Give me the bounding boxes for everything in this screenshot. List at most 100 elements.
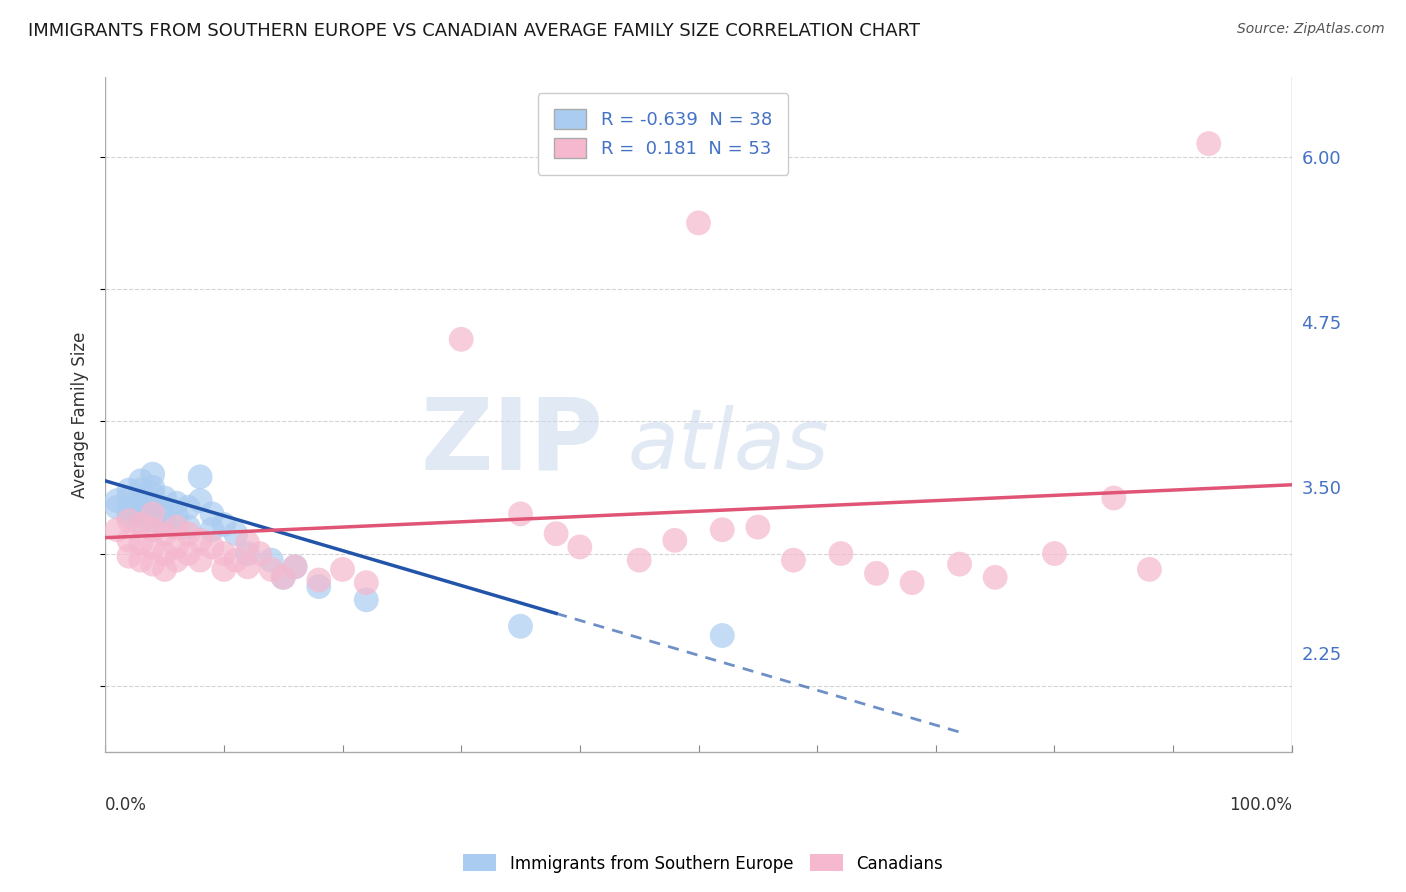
- Point: [1198, 136, 1220, 151]
- Text: atlas: atlas: [627, 405, 830, 485]
- Point: [308, 580, 330, 594]
- Point: [118, 509, 141, 524]
- Point: [509, 507, 531, 521]
- Point: [142, 523, 165, 537]
- Point: [177, 520, 200, 534]
- Point: [165, 520, 187, 534]
- Point: [249, 547, 271, 561]
- Point: [153, 507, 176, 521]
- Point: [142, 496, 165, 510]
- Point: [271, 570, 294, 584]
- Point: [260, 553, 283, 567]
- Point: [450, 332, 472, 346]
- Point: [118, 483, 141, 497]
- Point: [129, 517, 152, 532]
- Point: [188, 470, 211, 484]
- Point: [628, 553, 651, 567]
- Text: ZIP: ZIP: [420, 393, 603, 491]
- Point: [105, 500, 128, 515]
- Point: [830, 547, 852, 561]
- Point: [1139, 562, 1161, 576]
- Point: [948, 557, 970, 571]
- Point: [188, 493, 211, 508]
- Text: Source: ZipAtlas.com: Source: ZipAtlas.com: [1237, 22, 1385, 37]
- Point: [509, 619, 531, 633]
- Point: [865, 566, 887, 581]
- Point: [105, 493, 128, 508]
- Point: [356, 592, 378, 607]
- Point: [153, 526, 176, 541]
- Point: [142, 467, 165, 482]
- Point: [711, 628, 734, 642]
- Text: 0.0%: 0.0%: [105, 796, 148, 814]
- Point: [188, 553, 211, 567]
- Point: [984, 570, 1007, 584]
- Point: [177, 526, 200, 541]
- Point: [688, 216, 710, 230]
- Point: [201, 523, 224, 537]
- Point: [142, 540, 165, 554]
- Point: [165, 540, 187, 554]
- Point: [142, 513, 165, 527]
- Point: [165, 509, 187, 524]
- Point: [332, 562, 354, 576]
- Point: [260, 562, 283, 576]
- Legend: Immigrants from Southern Europe, Canadians: Immigrants from Southern Europe, Canadia…: [456, 847, 950, 880]
- Point: [308, 573, 330, 587]
- Point: [118, 491, 141, 505]
- Point: [142, 500, 165, 515]
- Point: [129, 507, 152, 521]
- Point: [236, 559, 259, 574]
- Point: [201, 540, 224, 554]
- Point: [142, 507, 165, 521]
- Text: 100.0%: 100.0%: [1229, 796, 1292, 814]
- Point: [118, 533, 141, 548]
- Y-axis label: Average Family Size: Average Family Size: [72, 332, 89, 498]
- Point: [153, 491, 176, 505]
- Point: [142, 557, 165, 571]
- Point: [129, 474, 152, 488]
- Point: [153, 517, 176, 532]
- Point: [236, 536, 259, 550]
- Point: [153, 547, 176, 561]
- Point: [711, 523, 734, 537]
- Point: [568, 540, 591, 554]
- Point: [356, 575, 378, 590]
- Point: [129, 513, 152, 527]
- Point: [153, 562, 176, 576]
- Point: [212, 562, 235, 576]
- Point: [142, 480, 165, 494]
- Point: [284, 559, 307, 574]
- Point: [129, 483, 152, 497]
- Point: [129, 496, 152, 510]
- Point: [201, 507, 224, 521]
- Point: [177, 500, 200, 515]
- Point: [212, 547, 235, 561]
- Point: [284, 559, 307, 574]
- Point: [225, 553, 247, 567]
- Point: [165, 496, 187, 510]
- Point: [271, 570, 294, 584]
- Point: [1043, 547, 1066, 561]
- Point: [165, 553, 187, 567]
- Point: [546, 526, 568, 541]
- Legend: R = -0.639  N = 38, R =  0.181  N = 53: R = -0.639 N = 38, R = 0.181 N = 53: [537, 93, 789, 175]
- Point: [901, 575, 924, 590]
- Point: [212, 517, 235, 532]
- Point: [129, 553, 152, 567]
- Point: [236, 547, 259, 561]
- Point: [118, 513, 141, 527]
- Text: IMMIGRANTS FROM SOUTHERN EUROPE VS CANADIAN AVERAGE FAMILY SIZE CORRELATION CHAR: IMMIGRANTS FROM SOUTHERN EUROPE VS CANAD…: [28, 22, 920, 40]
- Point: [129, 536, 152, 550]
- Point: [188, 533, 211, 548]
- Point: [1102, 491, 1125, 505]
- Point: [782, 553, 804, 567]
- Point: [747, 520, 769, 534]
- Point: [118, 549, 141, 564]
- Point: [118, 504, 141, 518]
- Point: [177, 547, 200, 561]
- Point: [664, 533, 686, 548]
- Point: [225, 526, 247, 541]
- Point: [105, 523, 128, 537]
- Point: [142, 487, 165, 501]
